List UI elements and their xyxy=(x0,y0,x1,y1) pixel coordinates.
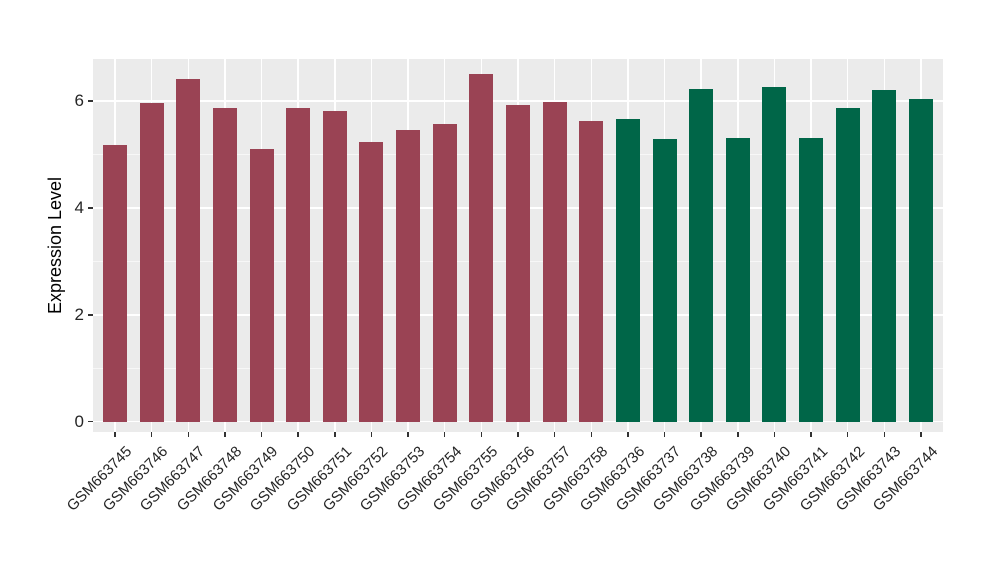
bar-GSM663738 xyxy=(689,89,714,422)
x-tick-mark xyxy=(737,432,739,437)
bar-GSM663736 xyxy=(615,119,640,422)
bar-GSM663752 xyxy=(359,141,384,422)
x-tick-mark xyxy=(187,432,189,437)
x-tick-mark xyxy=(553,432,556,437)
x-tick-mark xyxy=(700,432,702,437)
bar-GSM663758 xyxy=(579,121,604,422)
x-tick-mark xyxy=(846,432,849,437)
bar-GSM663747 xyxy=(176,79,201,422)
y-axis-title-box: Expression Level xyxy=(40,59,72,432)
y-tick-label: 4 xyxy=(74,197,84,217)
bar-GSM663751 xyxy=(322,110,347,422)
y-tick-label: 2 xyxy=(74,304,84,324)
x-tick-mark xyxy=(883,432,886,437)
x-tick-mark xyxy=(370,432,373,437)
x-tick-mark xyxy=(920,432,922,437)
x-tick-mark xyxy=(260,432,263,437)
y-tick-label: 6 xyxy=(74,91,84,110)
x-tick-mark xyxy=(407,432,409,437)
bar-GSM663739 xyxy=(725,137,750,422)
bar-GSM663740 xyxy=(762,87,787,422)
x-tick-mark xyxy=(663,432,666,437)
x-tick-mark xyxy=(297,432,299,437)
bar-GSM663746 xyxy=(139,103,164,422)
y-tick-mark xyxy=(88,207,93,209)
bar-GSM663750 xyxy=(286,107,311,422)
bar-GSM663757 xyxy=(542,101,567,422)
bar-GSM663749 xyxy=(249,149,274,422)
bar-GSM663741 xyxy=(799,137,824,422)
bar-GSM663755 xyxy=(469,74,494,422)
x-tick-mark xyxy=(150,432,153,437)
y-tick-mark xyxy=(88,420,93,423)
x-tick-mark xyxy=(224,432,226,437)
x-tick-mark xyxy=(334,432,336,437)
y-tick-mark xyxy=(88,100,93,102)
plot-panel xyxy=(93,59,943,432)
x-tick-mark xyxy=(590,432,593,437)
y-tick-mark xyxy=(88,314,93,316)
bar-GSM663748 xyxy=(212,107,237,422)
bar-GSM663737 xyxy=(652,139,677,422)
bar-GSM663742 xyxy=(835,107,860,422)
bar-GSM663756 xyxy=(506,104,530,422)
bar-GSM663753 xyxy=(396,129,421,422)
x-tick-mark xyxy=(114,432,116,437)
x-tick-mark xyxy=(480,432,483,437)
x-tick-mark xyxy=(517,432,519,437)
x-tick-mark xyxy=(443,432,446,437)
bar-GSM663745 xyxy=(102,144,127,422)
x-tick-mark xyxy=(773,432,776,437)
y-tick-label: 0 xyxy=(74,411,84,431)
x-tick-mark xyxy=(627,432,629,437)
bar-GSM663744 xyxy=(909,98,934,422)
x-tick-mark xyxy=(810,432,812,437)
bar-GSM663754 xyxy=(432,123,457,422)
bar-GSM663743 xyxy=(872,90,897,422)
